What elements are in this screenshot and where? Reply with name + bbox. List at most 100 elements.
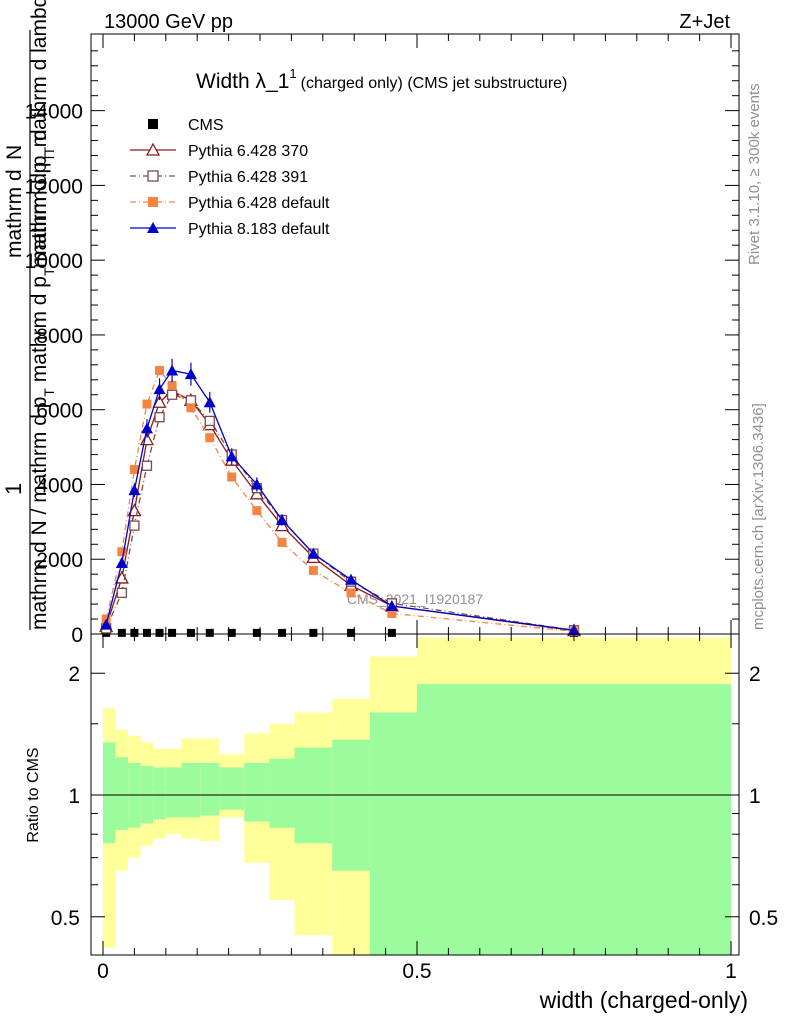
band-inner xyxy=(115,757,129,830)
data-point xyxy=(115,556,128,568)
y-label-numerator-main: mathrm d xyxy=(3,169,26,258)
y-label-denominator-tail3: d xyxy=(28,129,51,147)
y-label-denominator-tail: mathrm d p xyxy=(28,276,51,388)
y-label-denominator-main: mathrm d N / mathrm d p xyxy=(28,397,51,630)
band-inner xyxy=(181,762,201,818)
process-label: Z+Jet xyxy=(679,11,730,33)
data-point xyxy=(277,628,286,637)
plot-title: Width λ_11 (charged only) (CMS jet substr… xyxy=(196,66,567,93)
legend: CMS Pythia 6.428 370 Pythia 6.428 391 Pythi… xyxy=(130,117,330,238)
band-inner xyxy=(219,767,245,810)
band-inner xyxy=(244,762,270,822)
y-label-top-denominator: mathrm d pT mathrm d lambda xyxy=(28,0,57,268)
data-point xyxy=(252,506,262,516)
main-y-ticks: 0 2000 4000 6000 8000 10000 12000 14000 xyxy=(25,34,739,647)
data-point xyxy=(168,628,177,637)
data-point xyxy=(277,537,287,547)
x-tick-label: 0.5 xyxy=(402,960,431,983)
y-tick-label: 10000 xyxy=(25,250,83,273)
data-point xyxy=(100,618,113,630)
plot-title-main: Width λ_1 xyxy=(196,70,289,93)
data-point xyxy=(307,547,320,559)
ratio-y-tick-label-left: 1 xyxy=(68,785,80,808)
legend-label: Pythia 6.428 default xyxy=(188,195,330,212)
ratio-y-tick-label-right: 0.5 xyxy=(749,907,778,930)
data-point xyxy=(250,478,263,490)
legend-marker xyxy=(147,222,159,233)
series-pythia-6-428-370 xyxy=(99,383,582,637)
data-point xyxy=(568,624,580,636)
data-point xyxy=(252,628,261,637)
data-point xyxy=(205,628,214,637)
y-tick-label: 2000 xyxy=(36,549,83,572)
data-point xyxy=(186,403,196,413)
data-point xyxy=(117,628,126,637)
data-point xyxy=(154,412,165,423)
data-point xyxy=(309,628,318,637)
legend-marker xyxy=(148,119,158,129)
band-inner xyxy=(369,712,417,955)
ratio-y-label: Ratio to CMS xyxy=(25,747,42,842)
data-point xyxy=(204,415,215,427)
series-pythia-6-428-391 xyxy=(100,389,580,636)
data-point xyxy=(155,365,165,375)
legend-marker xyxy=(145,142,161,156)
data-point xyxy=(346,588,356,598)
analysis-label-group: CMS_2021_I1920187 xyxy=(347,591,483,607)
band-inner xyxy=(269,758,295,828)
data-point xyxy=(347,628,356,637)
y-label-top-denominator-tail: mathrm d lambda xyxy=(28,0,51,153)
legend-label: Pythia 8.183 default xyxy=(188,221,330,238)
y-label-one: 1 xyxy=(1,483,26,495)
data-point xyxy=(387,628,396,637)
data-point xyxy=(117,547,127,557)
data-point xyxy=(227,628,236,637)
band-inner xyxy=(417,684,731,955)
data-point xyxy=(345,573,358,585)
y-label-numerator: mathrm d xyxy=(3,169,26,258)
series-line xyxy=(105,393,575,631)
x-tick-label: 0 xyxy=(97,960,109,983)
band-inner xyxy=(103,742,116,844)
y-tick-label: 4000 xyxy=(36,474,83,497)
data-point xyxy=(130,628,139,637)
ratio-y-tick-label-left: 2 xyxy=(68,663,80,686)
rivet-label: Rivet 3.1.10, ≥ 300k events xyxy=(746,83,763,265)
data-point xyxy=(152,394,167,408)
data-point xyxy=(166,389,178,400)
data-point xyxy=(129,465,139,475)
x-axis-label: width (charged-only) xyxy=(539,987,748,1013)
plot-title-sup: 1 xyxy=(289,66,296,81)
y-label-denominator-sub2: T xyxy=(41,267,57,276)
data-point xyxy=(129,520,140,531)
ratio-y-tick-label-left: 0.5 xyxy=(51,907,80,930)
data-point xyxy=(225,450,238,462)
band-inner xyxy=(200,762,220,816)
data-point xyxy=(186,628,195,637)
y-tick-label: 6000 xyxy=(36,400,83,423)
data-point xyxy=(166,364,179,376)
y-tick-label: 0 xyxy=(71,624,83,647)
legend-label: Pythia 6.428 370 xyxy=(188,143,308,160)
ratio-y-tick-label-right: 1 xyxy=(749,785,761,808)
y-tick-label: 8000 xyxy=(36,325,83,348)
plot-title-tail: (charged only) (CMS jet substructure) xyxy=(301,75,568,92)
data-point xyxy=(116,587,127,599)
band-inner xyxy=(153,767,166,820)
data-point xyxy=(184,368,197,380)
legend-marker xyxy=(148,197,158,207)
energy-label: 13000 GeV pp xyxy=(104,11,233,33)
data-point xyxy=(142,628,151,637)
series-pythia-6-428-default xyxy=(101,365,579,636)
series-cms xyxy=(102,628,578,637)
data-point xyxy=(128,484,141,496)
y-label-denominator-sub: T xyxy=(41,388,57,397)
legend-label: CMS xyxy=(188,117,224,134)
band-inner xyxy=(332,739,370,871)
analysis-label: CMS_2021_I1920187 xyxy=(347,591,483,607)
data-point xyxy=(308,565,318,575)
ratio-bands xyxy=(91,637,739,955)
x-tick-label: 1 xyxy=(725,960,737,983)
ratio-panel: 0.5 0.5 1 1 2 2 0 0.5 1 xyxy=(51,633,778,983)
y-label-top-denominator-sub: T xyxy=(41,153,57,162)
